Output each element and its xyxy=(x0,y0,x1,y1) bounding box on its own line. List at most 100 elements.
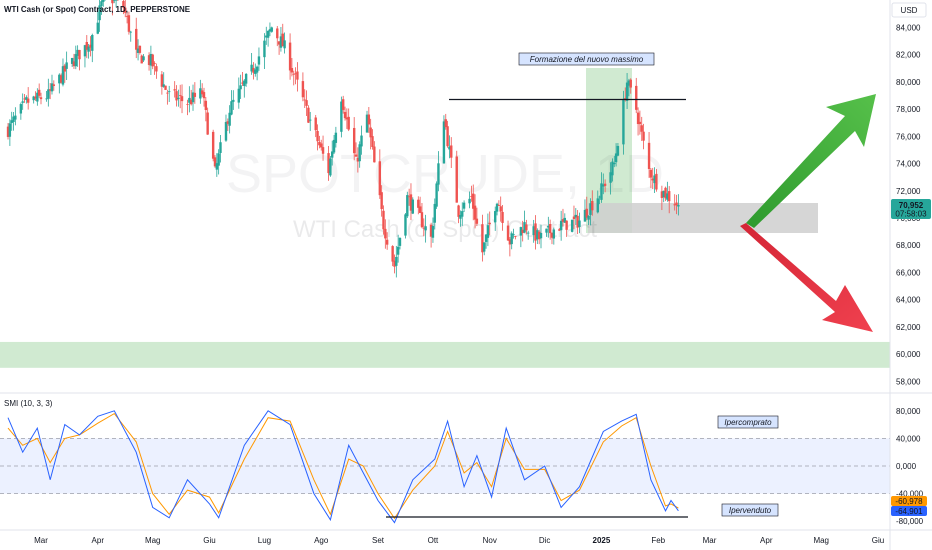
candle[interactable] xyxy=(202,92,206,99)
candle[interactable] xyxy=(559,220,563,231)
candle[interactable] xyxy=(391,246,394,262)
candle[interactable] xyxy=(193,92,197,97)
candle[interactable] xyxy=(354,154,358,157)
currency-box[interactable] xyxy=(891,2,927,18)
candle[interactable] xyxy=(578,220,581,227)
candle[interactable] xyxy=(36,92,39,102)
candle[interactable] xyxy=(200,90,204,95)
candle[interactable] xyxy=(8,123,12,137)
candle[interactable] xyxy=(675,202,678,206)
candle[interactable] xyxy=(483,242,486,252)
candle[interactable] xyxy=(241,82,244,84)
candle[interactable] xyxy=(314,117,317,131)
candle[interactable] xyxy=(462,202,466,209)
candle[interactable] xyxy=(598,196,601,198)
candle[interactable] xyxy=(358,144,361,162)
candle[interactable] xyxy=(547,225,550,228)
candle[interactable] xyxy=(96,22,99,34)
candle[interactable] xyxy=(296,71,299,80)
candle[interactable] xyxy=(433,203,436,223)
candle[interactable] xyxy=(497,204,501,206)
candle[interactable] xyxy=(662,190,665,198)
candle[interactable] xyxy=(668,191,671,202)
candle[interactable] xyxy=(611,161,614,176)
candle[interactable] xyxy=(85,41,88,50)
candle[interactable] xyxy=(677,205,680,207)
candle[interactable] xyxy=(613,162,616,165)
candle[interactable] xyxy=(135,28,138,50)
candle[interactable] xyxy=(382,210,385,230)
candle[interactable] xyxy=(534,223,537,241)
overbought-label-box[interactable] xyxy=(717,415,779,429)
candle[interactable] xyxy=(257,56,261,65)
candle[interactable] xyxy=(424,226,427,231)
candle[interactable] xyxy=(37,89,41,96)
candle[interactable] xyxy=(393,260,396,267)
candle[interactable] xyxy=(526,232,530,234)
candle[interactable] xyxy=(252,67,255,73)
candle[interactable] xyxy=(583,209,587,222)
candle[interactable] xyxy=(213,157,217,167)
candle[interactable] xyxy=(455,156,458,203)
candle[interactable] xyxy=(14,115,17,120)
candle[interactable] xyxy=(191,92,195,103)
candle[interactable] xyxy=(48,89,52,91)
candle[interactable] xyxy=(548,224,552,234)
candle[interactable] xyxy=(596,198,599,213)
candle[interactable] xyxy=(219,142,222,153)
candle[interactable] xyxy=(437,163,440,185)
candle[interactable] xyxy=(552,229,556,239)
candle[interactable] xyxy=(140,55,143,64)
candle[interactable] xyxy=(603,183,607,186)
candle[interactable] xyxy=(523,222,526,233)
candle[interactable] xyxy=(472,193,475,209)
candle[interactable] xyxy=(303,99,306,101)
candle[interactable] xyxy=(475,218,479,224)
candle[interactable] xyxy=(585,208,588,218)
candle[interactable] xyxy=(655,173,658,190)
candle[interactable] xyxy=(506,225,510,241)
candle[interactable] xyxy=(125,16,129,17)
candle[interactable] xyxy=(409,194,413,211)
candle[interactable] xyxy=(488,222,491,225)
candle[interactable] xyxy=(276,28,279,39)
candle[interactable] xyxy=(327,153,330,174)
candle[interactable] xyxy=(277,41,281,45)
candle[interactable] xyxy=(250,64,253,72)
candle[interactable] xyxy=(12,116,15,122)
candle[interactable] xyxy=(461,211,464,217)
candle[interactable] xyxy=(281,33,284,47)
candle[interactable] xyxy=(52,84,56,86)
candle[interactable] xyxy=(211,131,215,159)
candle[interactable] xyxy=(521,229,524,234)
candle[interactable] xyxy=(129,31,132,33)
candle[interactable] xyxy=(76,49,79,56)
candle[interactable] xyxy=(178,95,182,97)
candle[interactable] xyxy=(98,5,101,21)
candle[interactable] xyxy=(352,127,356,154)
candle[interactable] xyxy=(230,101,233,115)
candle[interactable] xyxy=(228,112,231,126)
candle[interactable] xyxy=(589,203,592,215)
candle[interactable] xyxy=(457,205,460,217)
candle[interactable] xyxy=(570,219,574,232)
candle[interactable] xyxy=(499,206,502,212)
candle[interactable] xyxy=(23,98,26,100)
candle[interactable] xyxy=(265,35,268,38)
candle[interactable] xyxy=(446,126,449,147)
candle[interactable] xyxy=(294,73,297,75)
candle[interactable] xyxy=(666,193,669,200)
candle[interactable] xyxy=(622,98,625,145)
candle[interactable] xyxy=(565,220,568,230)
candle[interactable] xyxy=(417,199,420,208)
candle[interactable] xyxy=(448,146,451,150)
candle[interactable] xyxy=(6,126,10,137)
candle[interactable] xyxy=(385,239,389,245)
candle[interactable] xyxy=(199,88,202,99)
candle[interactable] xyxy=(58,74,61,84)
bearish-arrow[interactable] xyxy=(740,223,873,332)
signal-line[interactable] xyxy=(7,412,679,520)
candle[interactable] xyxy=(459,214,462,219)
candle[interactable] xyxy=(10,120,13,124)
